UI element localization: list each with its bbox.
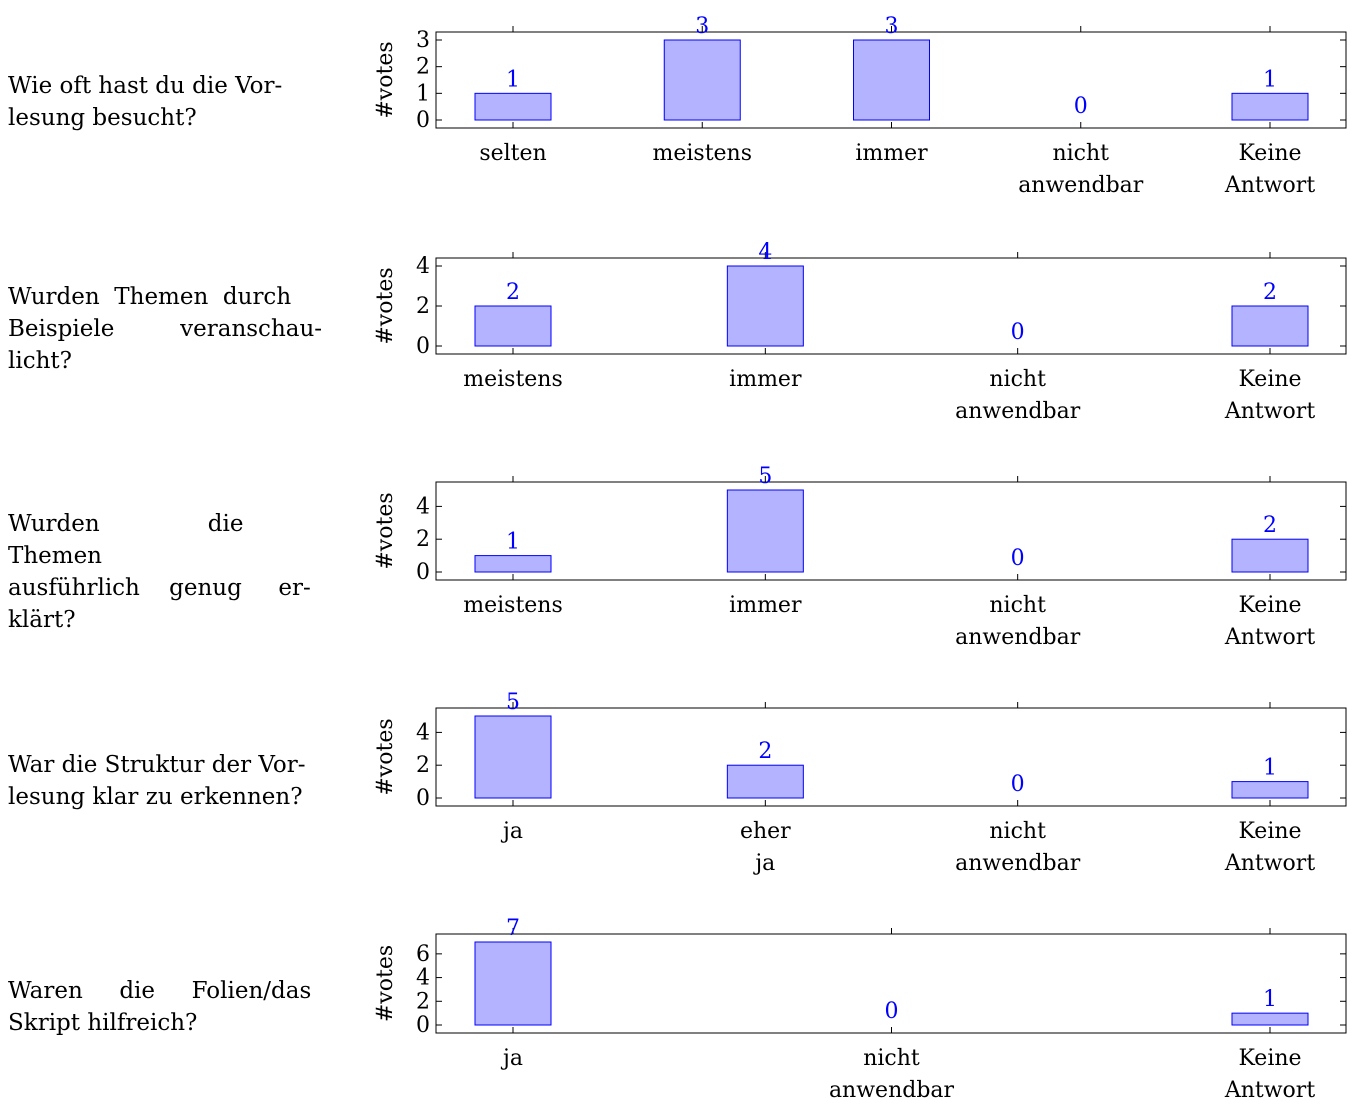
bar-value-label: 0 bbox=[1011, 320, 1025, 345]
bar-value-label: 7 bbox=[506, 916, 520, 941]
y-axis-label: #votes bbox=[373, 41, 398, 118]
bar-value-label: 5 bbox=[758, 464, 772, 489]
y-axis-label: #votes bbox=[373, 945, 398, 1022]
bar-value-label: 1 bbox=[1263, 987, 1277, 1012]
bar bbox=[726, 764, 804, 799]
y-tick-label: 2 bbox=[416, 294, 430, 319]
y-axis-label: #votes bbox=[373, 492, 398, 569]
bar-value-label: 0 bbox=[1011, 772, 1025, 797]
y-tick-label: 4 bbox=[416, 494, 430, 519]
bar-value-label: 0 bbox=[1011, 546, 1025, 571]
bar-value-label: 2 bbox=[506, 280, 520, 305]
question-text-1: Wie oft hast du die Vor-lesung besucht? bbox=[8, 73, 283, 131]
bar-value-label: 2 bbox=[1263, 280, 1277, 305]
y-tick-label: 1 bbox=[416, 81, 430, 106]
y-tick-label: 0 bbox=[416, 108, 430, 133]
y-tick-label: 0 bbox=[416, 334, 430, 359]
x-tick-label: nicht anwendbar bbox=[955, 593, 1081, 650]
x-tick-label: Keine Antwort bbox=[1224, 593, 1315, 650]
y-tick-label: 0 bbox=[416, 1013, 430, 1038]
y-tick-label: 3 bbox=[416, 28, 430, 53]
bar bbox=[1231, 305, 1309, 347]
bar bbox=[1231, 781, 1309, 799]
bar bbox=[853, 39, 930, 121]
bar-value-label: 2 bbox=[758, 739, 772, 764]
survey-row-4: War die Struktur der Vor-lesung klar zu … bbox=[0, 679, 1352, 905]
bar-value-label: 0 bbox=[885, 999, 899, 1024]
survey-row-2: Wurden Themen durch Beispiele veranschau-… bbox=[0, 226, 1352, 453]
bar-value-label: 1 bbox=[1263, 756, 1277, 781]
plot-frame bbox=[435, 707, 1347, 807]
question-text-2: Wurden Themen durch Beispiele veranschau-… bbox=[8, 284, 323, 374]
y-tick-label: 0 bbox=[416, 560, 430, 585]
bar bbox=[1231, 92, 1309, 121]
x-tick-label: nicht anwendbar bbox=[829, 1046, 955, 1103]
survey-row-1: Wie oft hast du die Vor-lesung besucht? … bbox=[0, 0, 1352, 226]
bar-value-label: 0 bbox=[1074, 94, 1088, 119]
x-tick-label: ja bbox=[500, 819, 523, 844]
bar bbox=[726, 489, 804, 573]
bar-value-label: 1 bbox=[1263, 67, 1277, 92]
bar-value-label: 3 bbox=[885, 14, 899, 39]
bar-chart-2: 0 2 4 #votes 2 meistens 4 immer 0 nicht anwendbar 2… bbox=[373, 240, 1347, 424]
bar bbox=[1231, 538, 1309, 573]
bar-value-label: 5 bbox=[506, 690, 520, 715]
x-tick-label: Keine Antwort bbox=[1224, 1046, 1315, 1103]
y-tick-label: 4 bbox=[416, 966, 430, 991]
bar-value-label: 3 bbox=[695, 14, 709, 39]
x-tick-label: eher ja bbox=[740, 819, 791, 876]
x-tick-label: nicht anwendbar bbox=[955, 367, 1081, 424]
x-tick-label: nicht anwendbar bbox=[1018, 141, 1144, 198]
bar bbox=[474, 305, 552, 347]
y-tick-label: 4 bbox=[416, 254, 430, 279]
x-tick-label: nicht anwendbar bbox=[955, 819, 1081, 876]
x-tick-label: selten bbox=[479, 141, 546, 166]
question-text-3: Wurden die Themen ausführlich genug er-kl… bbox=[8, 511, 328, 633]
y-tick-label: 4 bbox=[416, 720, 430, 745]
x-tick-label: meistens bbox=[463, 367, 563, 392]
question-text-5: Waren die Folien/das Skript hilfreich? bbox=[8, 978, 312, 1036]
y-axis-label: #votes bbox=[373, 267, 398, 344]
y-tick-label: 6 bbox=[416, 942, 430, 967]
bar bbox=[474, 941, 552, 1026]
x-tick-label: Keine Antwort bbox=[1224, 367, 1315, 424]
survey-row-3: Wurden die Themen ausführlich genug er-kl… bbox=[0, 453, 1352, 679]
x-tick-label: meistens bbox=[652, 141, 752, 166]
plot-frame bbox=[435, 257, 1347, 355]
bar bbox=[726, 265, 804, 347]
x-tick-label: immer bbox=[855, 141, 928, 166]
bar bbox=[474, 715, 552, 799]
y-axis-label: #votes bbox=[373, 718, 398, 795]
x-tick-label: ja bbox=[500, 1046, 523, 1071]
bar-value-label: 1 bbox=[506, 67, 520, 92]
bar-chart-4: 0 2 4 #votes 5 ja 2 eher ja 0 nicht anwendbar 1 Keine… bbox=[373, 690, 1347, 876]
plot-frame bbox=[435, 481, 1347, 581]
x-tick-label: immer bbox=[729, 593, 802, 618]
bar-value-label: 2 bbox=[1263, 513, 1277, 538]
bar bbox=[1231, 1012, 1309, 1026]
x-tick-label: meistens bbox=[463, 593, 563, 618]
x-tick-label: Keine Antwort bbox=[1224, 819, 1315, 876]
bar-value-label: 1 bbox=[506, 530, 520, 555]
question-text-4: War die Struktur der Vor-lesung klar zu … bbox=[8, 752, 306, 810]
y-tick-label: 2 bbox=[416, 527, 430, 552]
y-tick-label: 2 bbox=[416, 55, 430, 80]
x-tick-label: Keine Antwort bbox=[1224, 141, 1315, 198]
bar bbox=[474, 92, 552, 121]
y-tick-label: 2 bbox=[416, 989, 430, 1014]
bar bbox=[663, 39, 741, 121]
bar-chart-3: 0 2 4 #votes 1 meistens 5 immer 0 nicht anwendbar 2… bbox=[373, 464, 1347, 650]
bar-value-label: 4 bbox=[758, 240, 772, 265]
x-tick-label: immer bbox=[729, 367, 802, 392]
y-tick-label: 2 bbox=[416, 753, 430, 778]
y-tick-label: 0 bbox=[416, 786, 430, 811]
bar bbox=[474, 555, 552, 573]
